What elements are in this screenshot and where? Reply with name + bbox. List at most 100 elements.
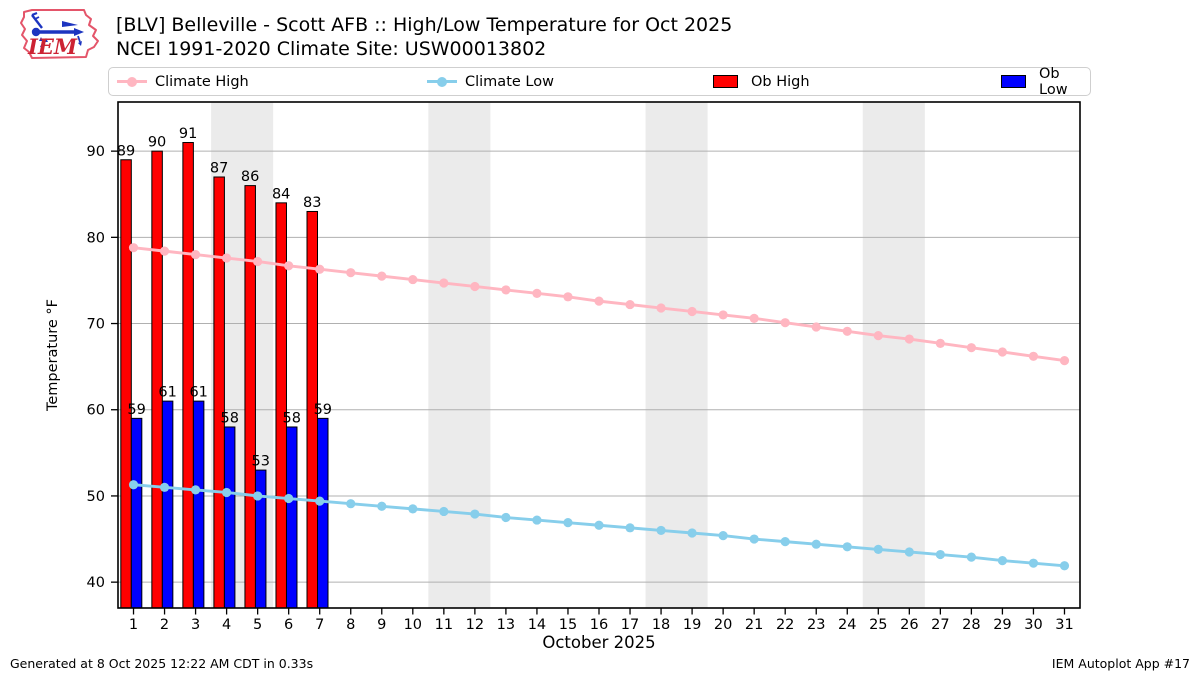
- legend-dot: [437, 76, 447, 87]
- climate-low-marker: [408, 504, 418, 514]
- legend-dot: [127, 76, 137, 87]
- climate-high-marker: [501, 285, 511, 295]
- climate-low-marker: [1028, 558, 1039, 568]
- ob-high-bar: [120, 159, 132, 609]
- x-tick-label: 8: [346, 617, 355, 633]
- x-tick-label: 1: [129, 617, 138, 633]
- ob-high-bar: [151, 150, 163, 609]
- climate-low-marker: [718, 530, 728, 541]
- climate-low-marker: [159, 482, 170, 492]
- x-tick-label: 5: [253, 617, 262, 633]
- x-tick-label: 16: [590, 617, 608, 633]
- climate-high-marker: [284, 261, 294, 271]
- ob-low-bar: [317, 417, 329, 609]
- ob-low-value-label: 61: [158, 385, 176, 401]
- climate-low-marker: [966, 552, 976, 562]
- ob-low-bar: [223, 426, 236, 609]
- chart-title: [BLV] Belleville - Scott AFB :: High/Low…: [116, 14, 733, 36]
- climate-low-marker: [377, 501, 387, 511]
- iowa-outline: [20, 9, 99, 59]
- x-tick-label: 10: [404, 617, 422, 633]
- ob-high-value-label: 83: [303, 195, 321, 211]
- iem-logo: IEM: [20, 9, 99, 59]
- ob-high-bar: [182, 142, 194, 609]
- climate-low-marker: [346, 499, 356, 509]
- climate-low-marker: [439, 506, 449, 517]
- climate-high-marker: [159, 246, 170, 256]
- climate-high-marker: [532, 288, 542, 298]
- y-tick-label: 60: [87, 403, 105, 419]
- climate-low-marker: [687, 528, 697, 538]
- x-axis-title: October 2025: [542, 633, 655, 652]
- legend-item-climate-high: Climate High: [117, 68, 249, 95]
- x-tick-label: 13: [497, 617, 515, 633]
- climate-low-marker: [842, 542, 852, 552]
- x-tick-label: 29: [993, 617, 1011, 633]
- climate-high-marker: [780, 318, 790, 328]
- climate-low-marker: [997, 555, 1008, 566]
- x-tick-label: 27: [931, 617, 949, 633]
- climate-high-marker: [346, 268, 356, 278]
- x-tick-label: 17: [621, 617, 639, 633]
- ob-low-bar: [130, 417, 143, 609]
- climate-high-marker: [377, 271, 387, 281]
- climate-high-marker: [625, 299, 635, 310]
- app-credit: IEM Autoplot App #17: [1051, 656, 1190, 671]
- x-tick-label: 18: [652, 617, 670, 633]
- legend-line-marker-icon: [117, 75, 147, 89]
- legend-item-climate-low: Climate Low: [427, 68, 554, 95]
- ob-high-value-label: 87: [210, 160, 228, 176]
- climate-low-marker: [315, 496, 325, 506]
- logo-iem-text: IEM: [27, 34, 78, 59]
- weekend-band: [428, 102, 491, 608]
- legend-color-swatch: [713, 74, 738, 88]
- climate-high-marker: [656, 303, 666, 313]
- climate-high-marker: [997, 347, 1008, 357]
- climate-low-marker: [873, 544, 883, 554]
- weather-vane-icon: [31, 11, 84, 47]
- weekend-band: [862, 102, 925, 608]
- ob-high-value-label: 91: [179, 126, 197, 142]
- legend-color-swatch: [1001, 74, 1026, 88]
- climate-low-marker: [563, 518, 573, 528]
- climate-low-marker: [811, 539, 821, 549]
- x-tick-label: 14: [528, 617, 546, 633]
- x-tick-label: 19: [683, 617, 701, 633]
- ob-low-bar: [254, 469, 267, 609]
- climate-low-marker: [128, 480, 139, 490]
- legend-swatch-icon: [713, 74, 743, 89]
- climate-high-marker: [842, 326, 852, 336]
- climate-high-marker: [253, 256, 263, 267]
- legend-label: Ob High: [751, 73, 810, 90]
- x-tick-label: 20: [714, 617, 732, 633]
- ob-high-value-label: 84: [272, 186, 290, 202]
- climate-low-marker: [625, 523, 635, 533]
- climate-low-marker: [749, 534, 759, 544]
- climate-high-marker: [439, 278, 449, 288]
- climate-low-marker: [656, 525, 666, 536]
- x-tick-label: 31: [1055, 617, 1073, 633]
- chart-subtitle: NCEI 1991-2020 Climate Site: USW00013802: [116, 37, 547, 60]
- ob-high-value-label: 86: [241, 169, 259, 185]
- y-tick-label: 70: [87, 317, 105, 333]
- climate-low-marker: [190, 485, 201, 495]
- ob-low-value-label: 53: [252, 454, 270, 470]
- ob-high-bar: [213, 176, 225, 609]
- climate-high-marker: [718, 310, 728, 320]
- climate-low-marker: [470, 509, 480, 519]
- ob-low-bar: [285, 426, 298, 609]
- legend-label: Climate Low: [465, 73, 554, 90]
- x-tick-label: 12: [466, 617, 484, 633]
- climate-low-marker: [501, 512, 511, 523]
- legend-line-marker-icon: [427, 75, 457, 89]
- y-tick-label: 50: [87, 489, 105, 505]
- climate-low-marker: [594, 520, 604, 530]
- x-tick-label: 15: [559, 617, 577, 633]
- ob-low-value-label: 59: [127, 402, 145, 418]
- legend-label: Ob Low: [1039, 65, 1068, 98]
- x-tick-label: 21: [745, 617, 763, 633]
- ob-low-bar: [161, 400, 174, 609]
- climate-high-marker: [128, 243, 139, 253]
